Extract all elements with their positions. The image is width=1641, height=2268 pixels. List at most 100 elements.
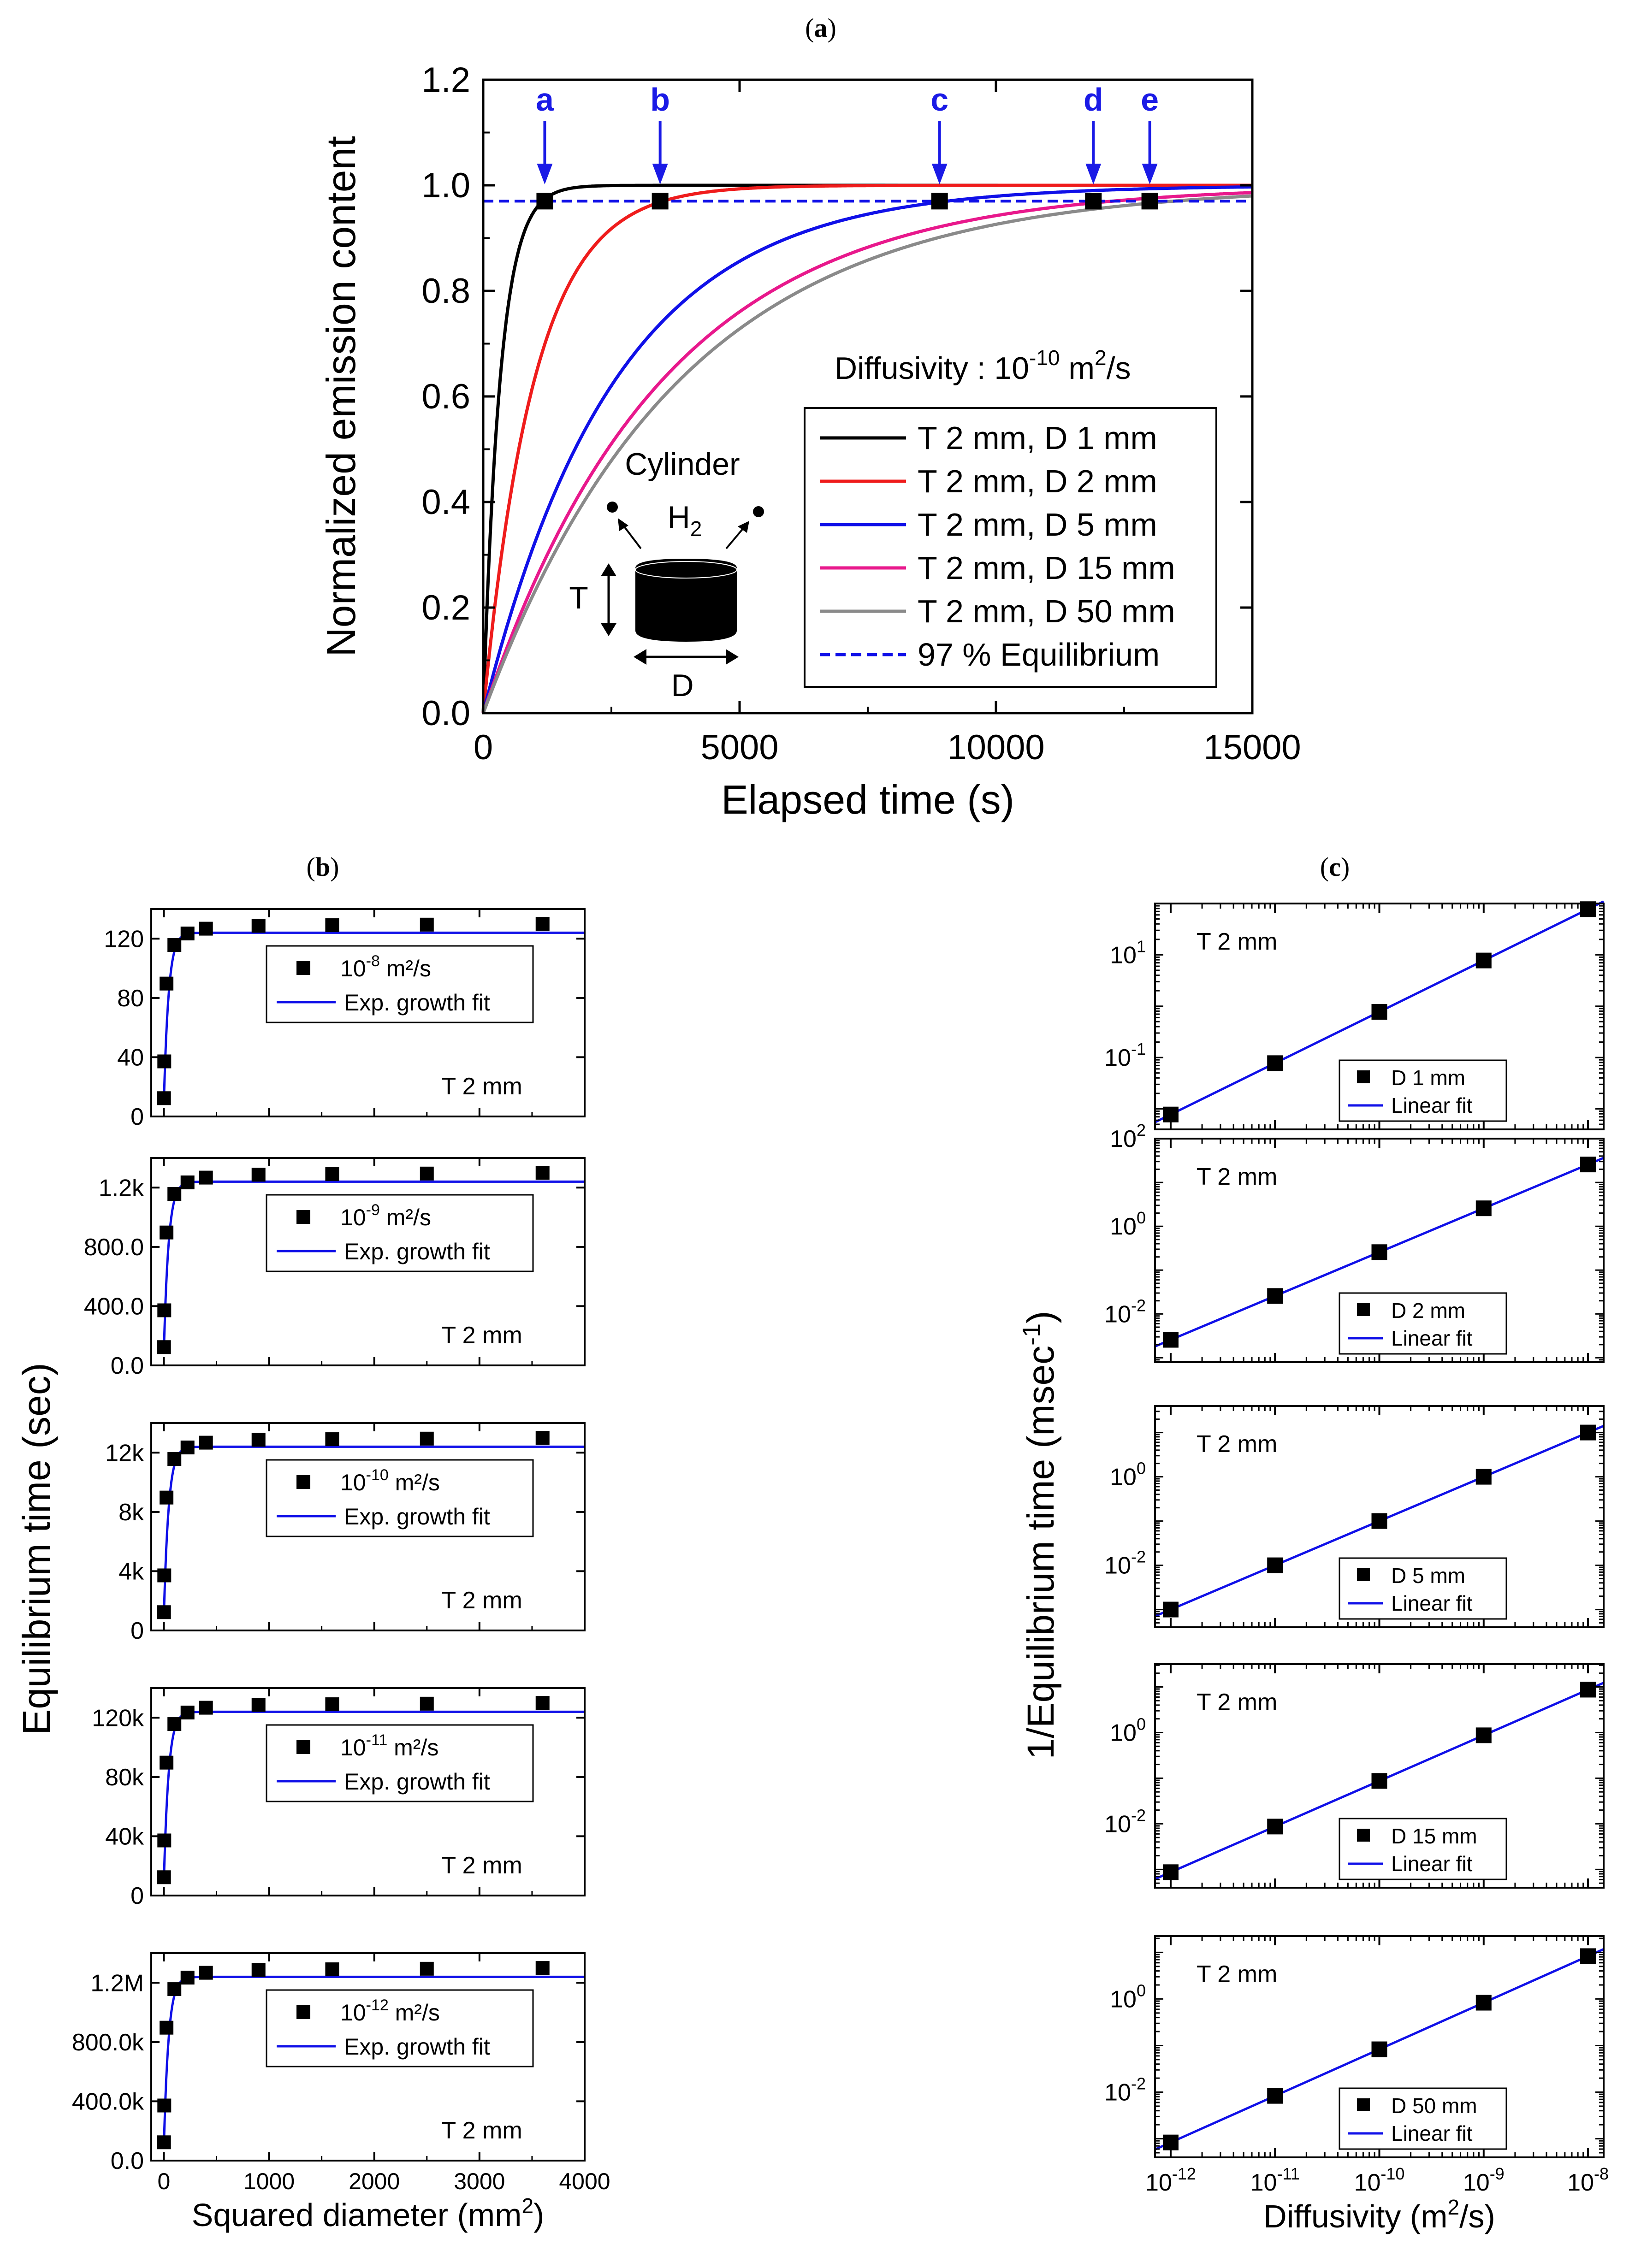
data-point — [251, 919, 266, 933]
y-tick-label: 0.2 — [421, 588, 470, 627]
legend-box — [266, 1194, 534, 1272]
text-span: 10 — [1110, 1719, 1137, 1746]
fit-line — [162, 1975, 585, 2145]
text-span: 0 — [1137, 1459, 1146, 1478]
y-tick-label: 100 — [1110, 1208, 1146, 1240]
legend-label-diameter: D 1 mm — [1391, 1066, 1465, 1090]
panel-title-c: (c) — [1320, 852, 1350, 882]
thickness-label: T — [569, 580, 588, 615]
plot-frame — [150, 1422, 586, 1631]
diameter-arrowhead — [634, 649, 646, 665]
series-line-2 — [481, 183, 1252, 714]
data-point — [1580, 1948, 1596, 1964]
text-span: 1/Equilibrium time (msec — [1020, 1346, 1062, 1760]
text-span: m — [1060, 351, 1095, 386]
text-span: 2 — [690, 517, 702, 541]
marker-label-e: e — [1141, 82, 1159, 118]
data-point — [420, 1166, 434, 1181]
subplot-b-4: 0 40k 80k 120k 10-11 m²/s Exp. growth fit T 2 … — [92, 1687, 586, 1909]
text-span: m²/s — [389, 1470, 440, 1495]
text-span: m²/s — [387, 1735, 438, 1760]
legend-marker — [296, 1210, 310, 1224]
legend-marker — [1357, 1829, 1370, 1842]
data-point — [420, 1961, 434, 1976]
legend-label-fit: Exp. growth fit — [344, 1504, 490, 1530]
text-span: -2 — [1131, 1547, 1146, 1566]
data-point — [167, 938, 182, 952]
series-line-3 — [481, 185, 1253, 714]
plot-frame — [150, 1687, 586, 1896]
y-tick-label: 10-2 — [1104, 1806, 1146, 1837]
data-point — [535, 1431, 550, 1445]
y-tick-label: 0.0 — [421, 694, 470, 733]
legend-marker — [1357, 1568, 1370, 1581]
data-point — [325, 918, 339, 933]
data-point — [157, 1870, 171, 1884]
data-point — [1162, 1332, 1179, 1348]
thickness-note: T 2 mm — [441, 1852, 522, 1879]
y-tick-label: 0 — [130, 1883, 144, 1909]
plot-frame — [150, 1952, 586, 2162]
legend-label-fit: Exp. growth fit — [344, 2034, 490, 2060]
text-span: 10 — [1104, 1301, 1131, 1328]
inset-gas-label: H2 — [668, 500, 702, 541]
text-span: m²/s — [380, 1205, 431, 1230]
text-span: 1 — [1137, 937, 1146, 956]
x-tick-label: 10-8 — [1567, 2164, 1609, 2196]
data-point — [1475, 1200, 1492, 1217]
marker-a — [536, 193, 553, 210]
y-tick-label: 0 — [130, 1618, 144, 1644]
text-span: a — [814, 13, 828, 43]
data-point — [1267, 1288, 1283, 1304]
y-tick-label: 100 — [1110, 1981, 1146, 2013]
text-span: -12 — [366, 1996, 389, 2014]
legend-label-diameter: D 15 mm — [1391, 1824, 1477, 1848]
marker-arrow-head — [931, 164, 948, 184]
x-tick-label: 10-10 — [1354, 2164, 1405, 2196]
data-point — [325, 1962, 339, 1977]
y-tick-label: 10-2 — [1104, 1547, 1146, 1579]
h2-arrow-head — [618, 518, 628, 531]
legend-a: T 2 mm, D 1 mm T 2 mm, D 2 mm T 2 mm, D 5 … — [804, 407, 1217, 688]
text-span: -11 — [366, 1731, 388, 1749]
data-point — [420, 917, 434, 932]
subplot-b-1: 0 40 80 120 10-8 m²/s Exp. growth fit T 2 mm — [104, 908, 586, 1130]
data-point — [180, 1175, 195, 1190]
data-point — [1162, 1106, 1179, 1122]
data-point — [1475, 1995, 1492, 2011]
legend-marker — [1357, 1070, 1370, 1083]
thickness-note: T 2 mm — [1197, 1961, 1277, 1988]
y-tick-label: 0.0 — [111, 1353, 144, 1379]
text-span: m²/s — [389, 2000, 440, 2026]
marker-e — [1141, 193, 1158, 210]
plot-frame — [150, 908, 586, 1117]
text-span: 10 — [340, 956, 366, 981]
marker-d — [1085, 193, 1102, 210]
legend-marker — [1357, 2098, 1370, 2111]
y-tick-label: 0 — [130, 1104, 144, 1130]
legend-label-fit: Linear fit — [1391, 2121, 1473, 2145]
thickness-note: T 2 mm — [1197, 1689, 1277, 1716]
y-tick-label: 120k — [92, 1705, 144, 1731]
data-point — [167, 1452, 182, 1466]
data-point — [1580, 1157, 1596, 1173]
text-span: H — [668, 500, 690, 535]
text-span: b — [315, 852, 330, 882]
legend-label: T 2 mm, D 1 mm — [918, 420, 1157, 456]
data-point — [1371, 1773, 1387, 1789]
y-tick-label: 80 — [117, 985, 144, 1012]
text-span: -8 — [366, 952, 380, 970]
text-span: 0 — [1137, 1714, 1146, 1733]
y-tick-label: 400.0 — [84, 1293, 144, 1320]
y-tick-label: 40 — [117, 1044, 144, 1071]
x-tick-label: 4000 — [559, 2168, 610, 2194]
text-span: 10 — [1104, 1811, 1131, 1837]
data-point — [1162, 2134, 1179, 2150]
text-span: 10 — [340, 1735, 366, 1760]
marker-label-d: d — [1084, 82, 1103, 118]
subplot-b-5: 0.0 400.0k 800.0k 1.2M 10-12 m²/s Exp. growth… — [72, 1952, 586, 2174]
legend-marker — [1357, 1303, 1370, 1316]
legend-label-fit: Linear fit — [1391, 1326, 1473, 1350]
